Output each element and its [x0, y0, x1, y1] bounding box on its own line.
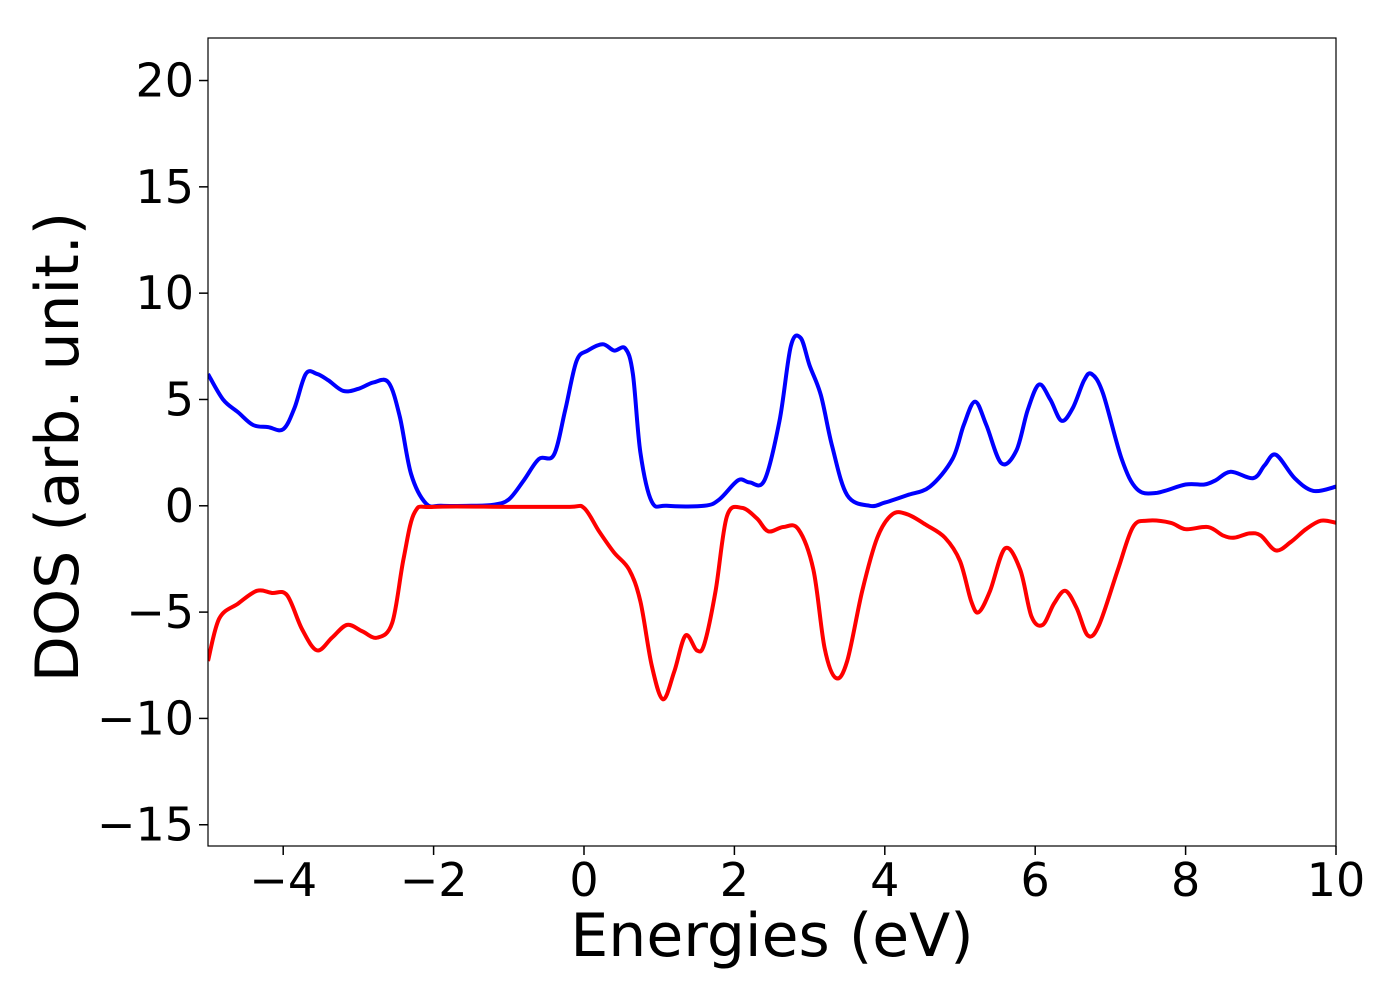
x-tick-label: −4 — [249, 853, 317, 907]
plot-frame — [207, 37, 1337, 847]
x-tick-label: 0 — [569, 853, 598, 907]
y-tick-label: −15 — [97, 798, 194, 852]
x-tick-label: 10 — [1307, 853, 1366, 907]
y-tick-label: −10 — [97, 691, 194, 745]
y-tick-label: 5 — [165, 372, 194, 426]
x-tick-label: −2 — [400, 853, 468, 907]
x-axis-title: Energies (eV) — [570, 901, 973, 971]
series-layer — [208, 333, 1336, 702]
y-tick-label: 10 — [135, 266, 194, 320]
x-tick-label: 2 — [720, 853, 749, 907]
y-tick-label: −5 — [126, 585, 194, 639]
y-tick-label: 20 — [135, 54, 194, 108]
series-line-up — [208, 333, 1336, 509]
y-tick-label: 0 — [165, 479, 194, 533]
series-line-down — [208, 503, 1336, 702]
ticks-layer: −4 −2 0 2 4 6 8 10 −15 −10 −5 0 5 10 15 20 — [97, 54, 1365, 907]
y-axis-title: DOS (arb. unit.) — [23, 212, 93, 682]
x-tick-label: 4 — [870, 853, 899, 907]
y-tick-label: 15 — [135, 160, 194, 214]
x-tick-label: 6 — [1021, 853, 1050, 907]
x-tick-label: 8 — [1171, 853, 1200, 907]
